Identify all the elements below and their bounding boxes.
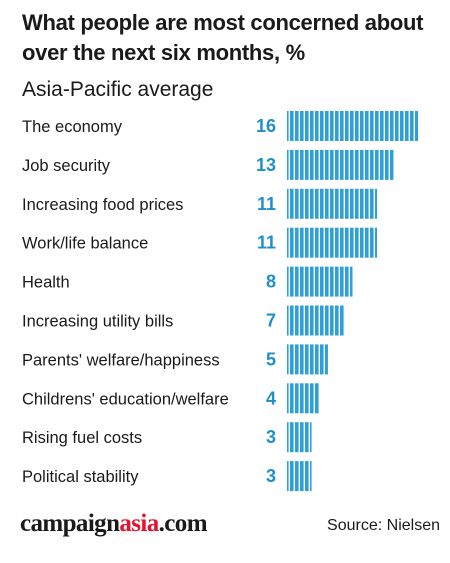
value-label: 4	[266, 388, 276, 408]
bar	[287, 266, 353, 297]
chart-title: What people are most concerned about ove…	[22, 10, 424, 65]
bar	[287, 149, 394, 180]
bar	[287, 383, 320, 414]
category-label: Increasing food prices	[22, 196, 183, 214]
category-label: Health	[22, 274, 70, 292]
value-label: 16	[256, 116, 276, 136]
category-label: Political stability	[22, 468, 139, 486]
bar	[287, 305, 345, 336]
bar-chart: The economy 16 Job security 13 Increasing fo…	[22, 111, 418, 492]
value-label: 3	[266, 427, 276, 447]
category-label: Rising fuel costs	[22, 429, 142, 447]
source-note: Source: Nielsen	[327, 517, 440, 534]
logo-text-asia: asia	[119, 510, 159, 537]
value-label: 3	[266, 466, 276, 486]
bar	[287, 227, 378, 258]
bar	[287, 111, 418, 141]
bar	[287, 461, 312, 492]
bar-rows: The economy 16 Job security 13 Increasing fo…	[22, 111, 418, 492]
logo-text-com: .com	[158, 510, 208, 537]
bar	[287, 188, 378, 219]
category-label: Increasing utility bills	[22, 313, 173, 331]
bar	[287, 422, 312, 453]
category-label: Childrens' education/welfare	[22, 390, 229, 408]
value-label: 13	[256, 155, 276, 175]
value-label: 11	[257, 194, 276, 214]
value-label: 11	[257, 233, 276, 253]
category-label: Work/life balance	[22, 235, 148, 253]
campaignasia-logo[interactable]: campaignasia.com	[20, 510, 208, 538]
value-label: 5	[266, 349, 276, 369]
bar	[287, 344, 328, 375]
chart-subtitle: Asia-Pacific average	[22, 78, 214, 101]
value-label: 7	[266, 311, 276, 331]
category-label: The economy	[22, 118, 123, 136]
category-label: Parents' welfare/happiness	[22, 351, 220, 369]
logo-text-campaign: campaign	[20, 510, 120, 537]
category-label: Job security	[22, 157, 111, 175]
value-label: 8	[266, 272, 276, 292]
